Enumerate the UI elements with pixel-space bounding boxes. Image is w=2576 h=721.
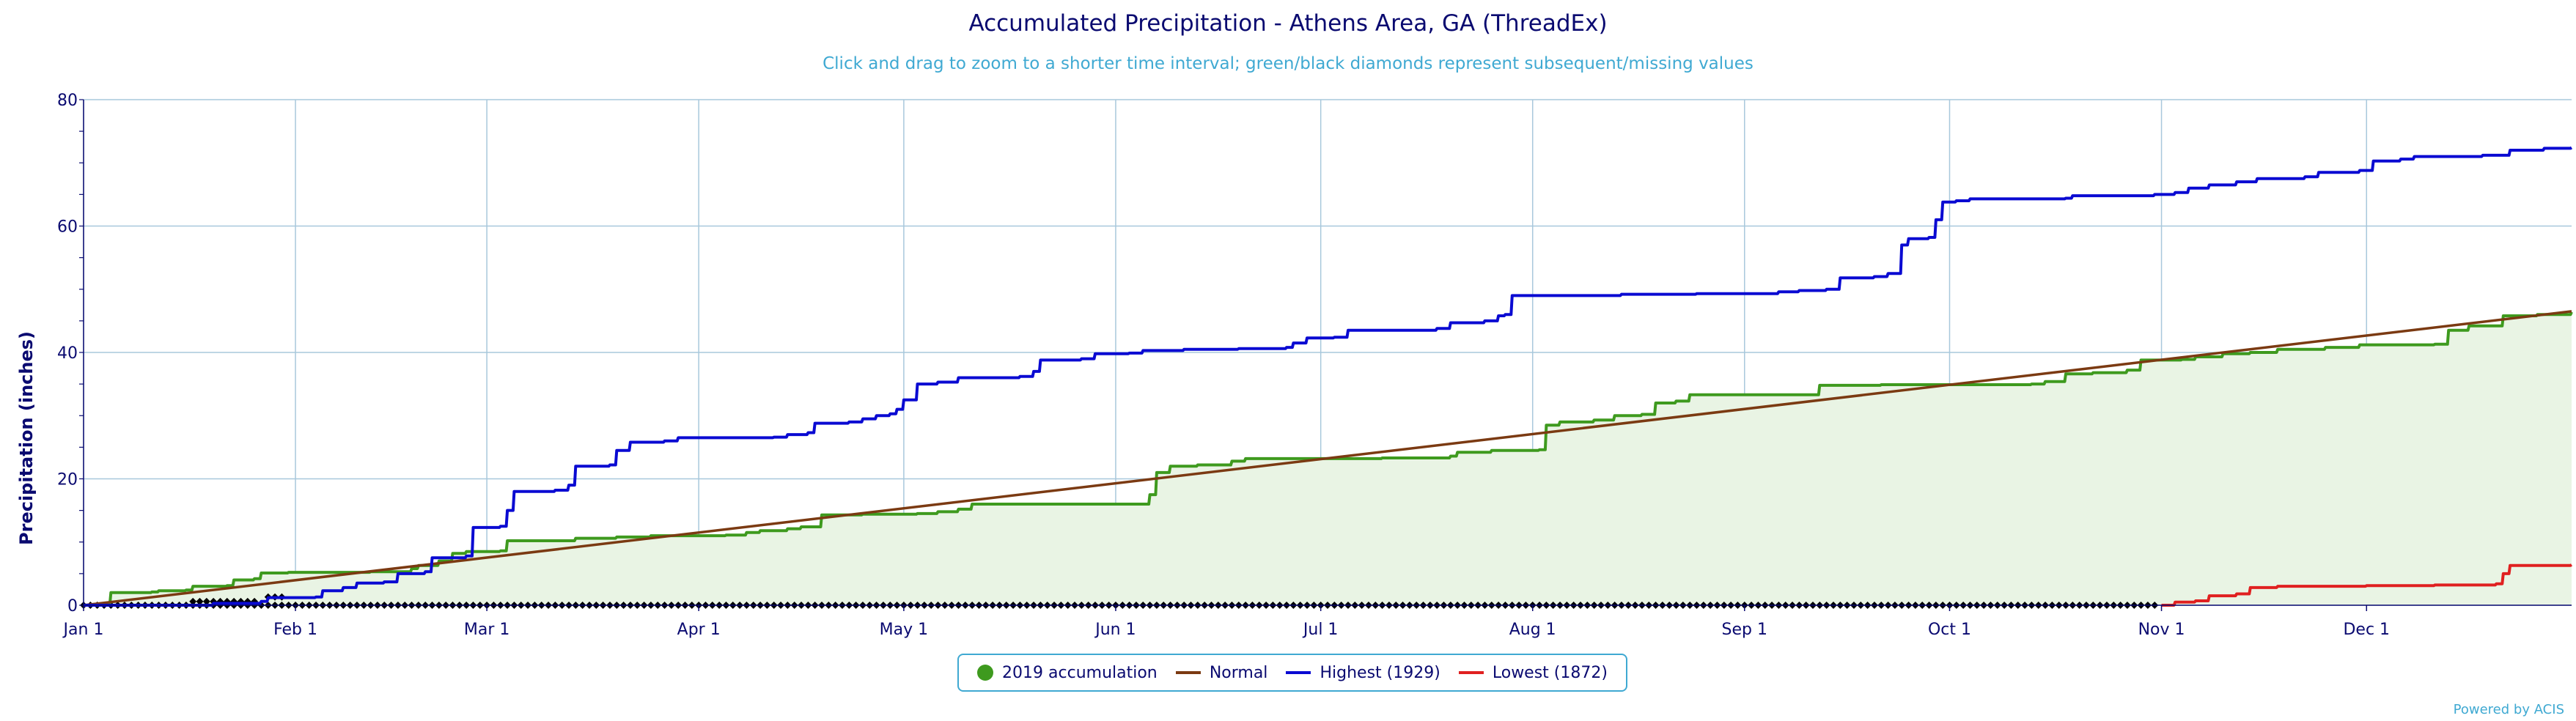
chart-subtitle: Click and drag to zoom to a shorter time… <box>823 54 1753 73</box>
highest-1929-line <box>84 146 2573 607</box>
axes: 0 20 40 60 80 Jan 1 Feb 1 Mar 1 Apr 1 May 1 Jun 1 J… <box>57 92 2572 639</box>
y-tick-label: 80 <box>57 92 78 110</box>
missing-value-diamond <box>202 597 210 605</box>
x-tick-label: Jan 1 <box>62 621 104 639</box>
y-tick-label: 60 <box>57 218 78 237</box>
x-tick-label: Aug 1 <box>1509 621 1556 639</box>
x-tick-label: Dec 1 <box>2343 621 2390 639</box>
credit-link[interactable]: Powered by ACIS <box>2453 702 2564 717</box>
legend-item-lowest[interactable]: Lowest (1872) <box>1458 663 1608 682</box>
legend-label: Lowest (1872) <box>1492 663 1608 682</box>
missing-value-diamond <box>196 597 204 605</box>
blue-line-icon <box>1286 671 1311 674</box>
x-tick-label: May 1 <box>880 621 928 639</box>
legend-item-normal[interactable]: Normal <box>1175 663 1268 682</box>
legend-label: 2019 accumulation <box>1002 663 1158 682</box>
y-tick-label: 0 <box>67 597 78 615</box>
lowest-1872-line <box>2161 563 2573 607</box>
x-tick-label: Jun 1 <box>1094 621 1136 639</box>
x-tick-label: Sep 1 <box>1722 621 1767 639</box>
legend-label: Highest (1929) <box>1320 663 1440 682</box>
missing-value-diamond <box>189 597 197 605</box>
y-tick-label: 40 <box>57 344 78 363</box>
legend-item-2019[interactable]: 2019 accumulation <box>977 664 1158 682</box>
x-tick-label: Feb 1 <box>273 621 317 639</box>
x-tick-label: Jul 1 <box>1302 621 1339 639</box>
series-lines <box>83 146 2573 607</box>
legend-item-highest[interactable]: Highest (1929) <box>1286 664 1440 682</box>
y-tick-label: 20 <box>57 471 78 489</box>
normal-line <box>83 310 2572 607</box>
x-tick-label: Oct 1 <box>1928 621 1971 639</box>
x-tick-label: Apr 1 <box>677 621 721 639</box>
green-dot-icon <box>977 665 994 681</box>
legend: 2019 accumulation Normal Highest (1929) … <box>957 654 1627 692</box>
chart-title: Accumulated Precipitation - Athens Area,… <box>968 10 1608 37</box>
x-tick-label: Mar 1 <box>464 621 510 639</box>
y-axis-label: Precipitation (inches) <box>16 331 37 545</box>
x-tick-label: Nov 1 <box>2138 621 2185 639</box>
legend-label: Normal <box>1209 663 1268 682</box>
red-line-icon <box>1458 671 1484 674</box>
brown-line-icon <box>1175 671 1201 674</box>
